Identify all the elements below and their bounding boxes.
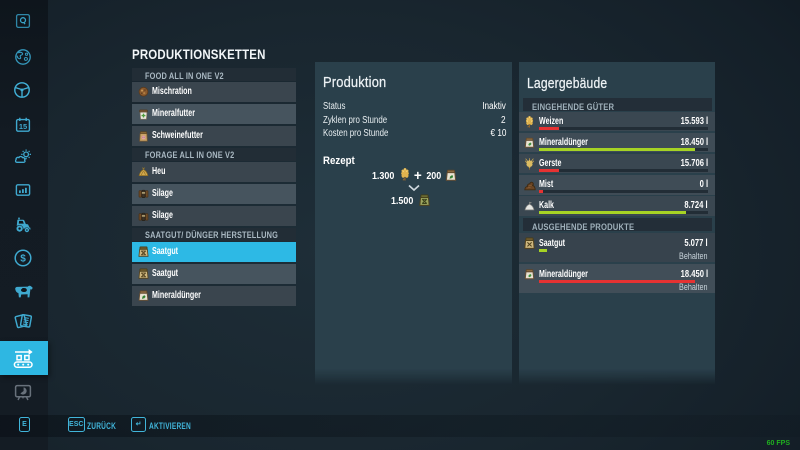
svg-text:$: $ [20, 254, 26, 265]
svg-text:15: 15 [19, 122, 27, 131]
